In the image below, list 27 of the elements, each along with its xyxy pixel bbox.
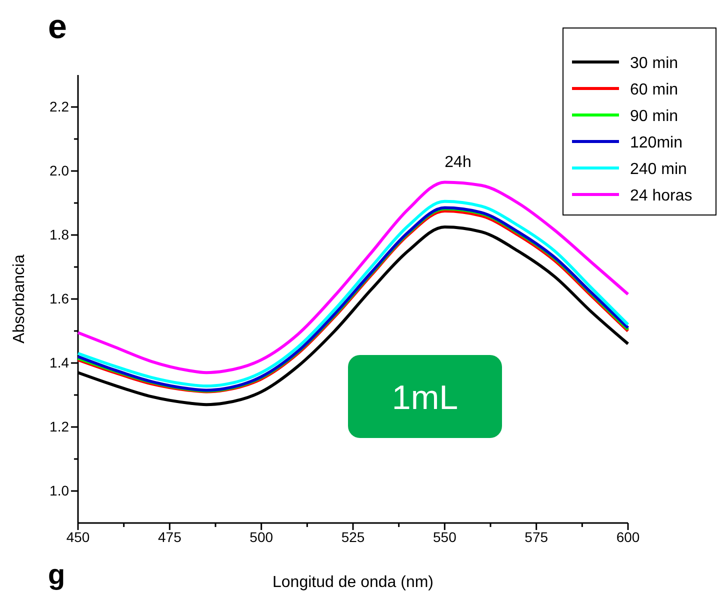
y-tick-label: 1.0 (50, 482, 70, 498)
legend-label: 120min (630, 134, 682, 152)
y-tick-label: 1.4 (50, 354, 70, 370)
annotation: 1mL (392, 379, 458, 417)
y-tick-label: 1.8 (50, 226, 70, 242)
x-tick-label: 500 (250, 528, 274, 545)
y-tick-label: 1.6 (50, 290, 70, 306)
label-box: 1mL (348, 355, 502, 438)
y-axis-title: Absorbancia (11, 254, 28, 344)
y-tick-label: 2.2 (50, 98, 70, 114)
y-tick-label: 2.0 (50, 162, 70, 178)
x-tick-label: 475 (158, 528, 182, 545)
x-tick-label: 550 (432, 528, 457, 545)
legend-label: 60 min (630, 82, 678, 98)
legend-label: 30 min (630, 55, 678, 72)
legend-label: 24 horas (630, 188, 692, 204)
x-tick-label: 575 (524, 528, 548, 545)
x-tick-label: 525 (341, 528, 365, 545)
annotation: 24h (444, 154, 472, 171)
text: g (48, 559, 66, 590)
x-tick-label: 450 (66, 528, 90, 545)
legend-label: 90 min (630, 108, 678, 125)
x-tick-label: 600 (616, 528, 640, 545)
y-tick-label: 1.2 (50, 418, 70, 434)
legend-label: 240 min (630, 161, 687, 178)
x-axis-title: Longitud de onda (nm) (272, 574, 434, 591)
text: e (48, 8, 67, 46)
